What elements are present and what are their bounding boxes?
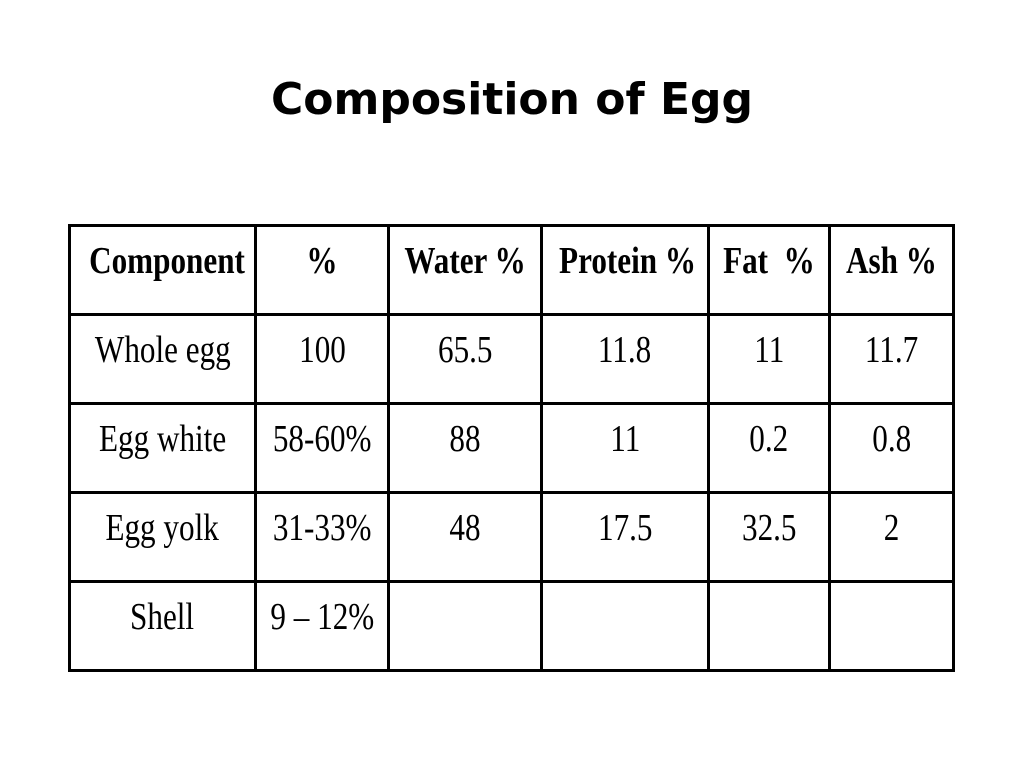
table-row: Whole egg 100 65.5 11.8 11 11.7: [68, 313, 955, 405]
header-row: Component % Water % Protein % Fat % Ash …: [68, 224, 955, 316]
header-cell: Protein %: [540, 224, 710, 316]
cell-percent: 58-60%: [272, 418, 372, 460]
cell-component: Whole egg: [94, 329, 231, 371]
table-cell: 11: [707, 313, 831, 405]
cell-ash: 2: [883, 507, 900, 549]
header-cell: Ash %: [828, 224, 955, 316]
table-cell: 58-60%: [254, 402, 390, 494]
table-cell: 32.5: [707, 491, 831, 583]
table-cell: 11.8: [540, 313, 710, 405]
cell-fat: 11: [753, 329, 785, 371]
header-component: Component: [89, 240, 245, 282]
header-cell: Water %: [387, 224, 543, 316]
cell-ash: 0.8: [872, 418, 911, 460]
table-cell: 0.2: [707, 402, 831, 494]
table-cell: Egg white: [68, 402, 257, 494]
table-cell: 11: [540, 402, 710, 494]
table-cell: 100: [254, 313, 390, 405]
cell-water: 65.5: [437, 329, 493, 371]
table-cell: 31-33%: [254, 491, 390, 583]
cell-percent: 9 – 12%: [270, 596, 374, 638]
table-cell: 65.5: [387, 313, 543, 405]
header-protein: Protein %: [559, 240, 697, 282]
header-fat: Fat %: [723, 240, 815, 282]
table-cell: Egg yolk: [68, 491, 257, 583]
header-cell: %: [254, 224, 390, 316]
table-cell: 48: [387, 491, 543, 583]
table-cell: 0.8: [828, 402, 955, 494]
cell-protein: 17.5: [597, 507, 653, 549]
table-row: Egg yolk 31-33% 48 17.5 32.5 2: [68, 491, 955, 583]
header-cell: Fat %: [707, 224, 831, 316]
cell-protein: 11: [609, 418, 641, 460]
cell-protein: 11.8: [598, 329, 652, 371]
cell-component: Egg white: [98, 418, 227, 460]
table-cell: [540, 580, 710, 672]
cell-fat: 0.2: [749, 418, 789, 460]
cell-ash: 11.7: [864, 329, 919, 371]
composition-table: Component % Water % Protein % Fat % Ash …: [68, 224, 955, 672]
cell-water: 88: [449, 418, 481, 460]
table-row: Egg white 58-60% 88 11 0.2 0.8: [68, 402, 955, 494]
table-cell: [828, 580, 955, 672]
header-water: Water %: [404, 240, 526, 282]
header-ash: Ash %: [846, 240, 937, 282]
cell-percent: 31-33%: [272, 507, 372, 549]
header-percent: %: [306, 240, 338, 282]
table-cell: 9 – 12%: [254, 580, 390, 672]
cell-water: 48: [449, 507, 481, 549]
table-cell: 2: [828, 491, 955, 583]
cell-fat: 32.5: [741, 507, 797, 549]
cell-percent: 100: [298, 329, 346, 371]
table-cell: [387, 580, 543, 672]
table-cell: Whole egg: [68, 313, 257, 405]
table-row: Shell 9 – 12%: [68, 580, 955, 672]
cell-component: Shell: [130, 596, 195, 638]
cell-component: Egg yolk: [105, 507, 220, 549]
table-cell: 17.5: [540, 491, 710, 583]
table-cell: Shell: [68, 580, 257, 672]
table-cell: [707, 580, 831, 672]
header-cell: Component: [68, 224, 257, 316]
slide-title: Composition of Egg: [270, 74, 754, 125]
table-cell: 88: [387, 402, 543, 494]
table-cell: 11.7: [828, 313, 955, 405]
